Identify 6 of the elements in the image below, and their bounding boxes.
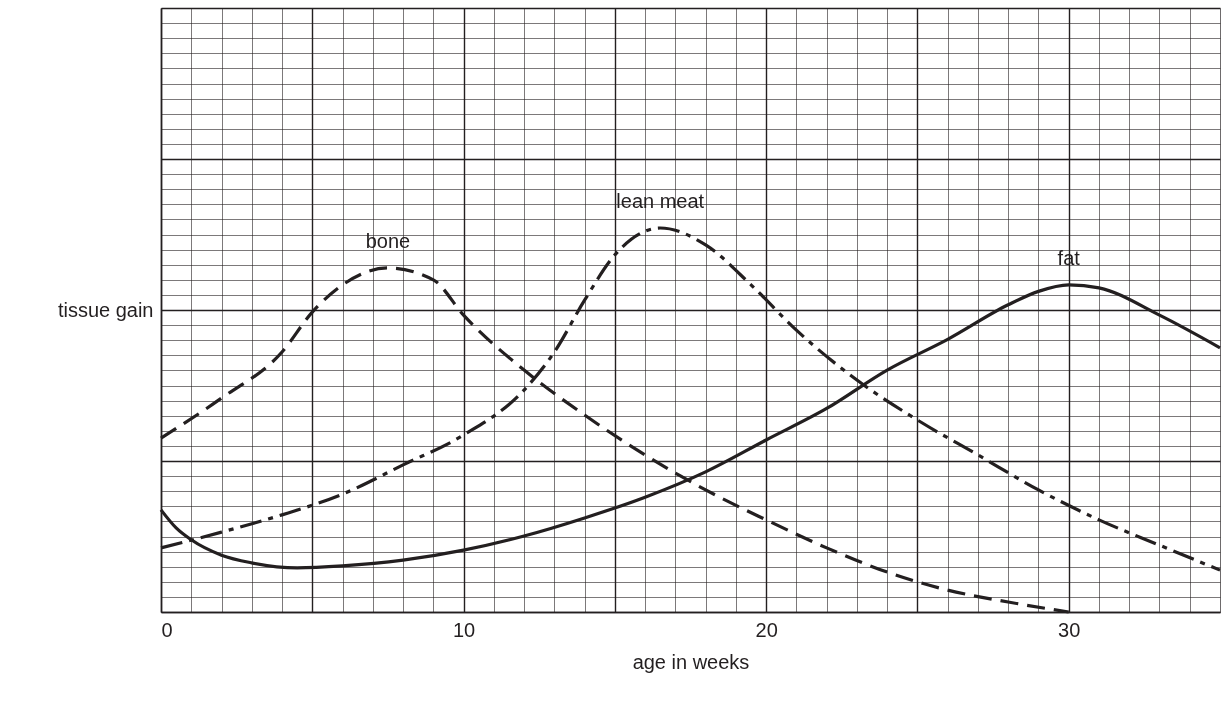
x-tick-label: 10 xyxy=(452,618,476,641)
x-axis-title: age in weeks xyxy=(632,650,750,673)
x-tick-label: 30 xyxy=(1058,618,1081,641)
x-tick-label: 0 xyxy=(161,618,173,641)
x-tick-label: 20 xyxy=(755,618,778,641)
y-axis-title: tissue gain xyxy=(57,298,154,321)
